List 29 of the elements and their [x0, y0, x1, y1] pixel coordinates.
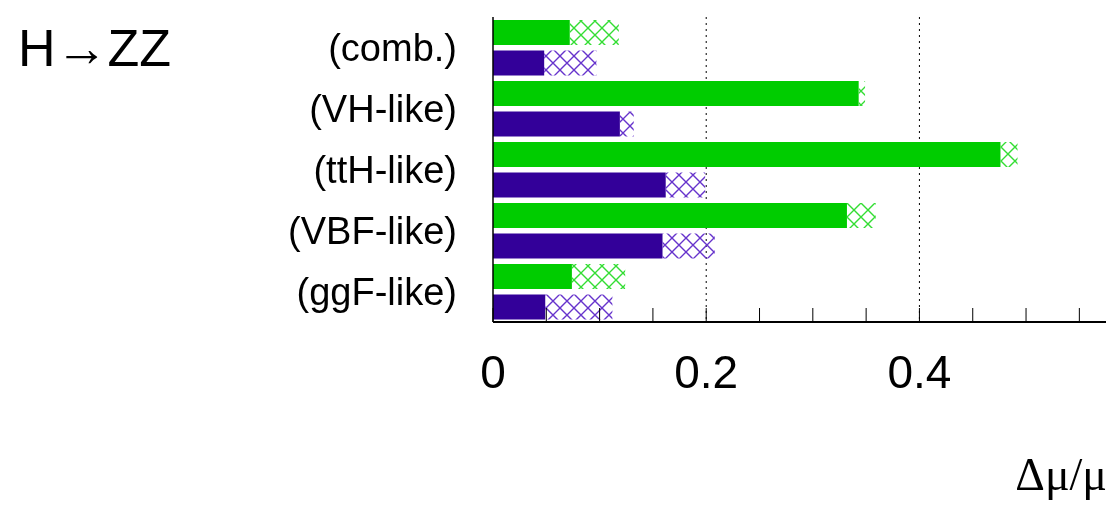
bar [493, 20, 570, 45]
bar [493, 142, 1001, 167]
bar [1000, 142, 1018, 167]
bar [493, 111, 620, 137]
bar [662, 233, 715, 259]
y-tick-label: (ttH-like) [313, 148, 457, 191]
bar [493, 264, 572, 289]
bar [493, 203, 847, 228]
bar [493, 294, 546, 320]
bar [858, 81, 866, 106]
x-tick-label: 0.2 [674, 346, 739, 398]
x-axis-title: Δμ/μ [1015, 448, 1107, 501]
bar [493, 172, 666, 198]
y-tick-label: (ggF-like) [296, 270, 457, 313]
bar [619, 111, 634, 137]
bar [846, 203, 876, 228]
bar [493, 81, 859, 106]
bar [544, 50, 597, 76]
y-tick-label: (comb.) [328, 26, 457, 69]
x-tick-label: 0.4 [887, 346, 952, 398]
y-tick-label: (VBF-like) [288, 209, 457, 252]
x-tick-label: 0 [480, 346, 506, 398]
bar [493, 233, 663, 259]
bar [545, 294, 613, 320]
y-tick-label: (VH-like) [309, 87, 457, 130]
bar [493, 50, 545, 76]
bar [665, 172, 706, 198]
bar [569, 20, 619, 45]
text: H→ZZ [18, 18, 172, 78]
